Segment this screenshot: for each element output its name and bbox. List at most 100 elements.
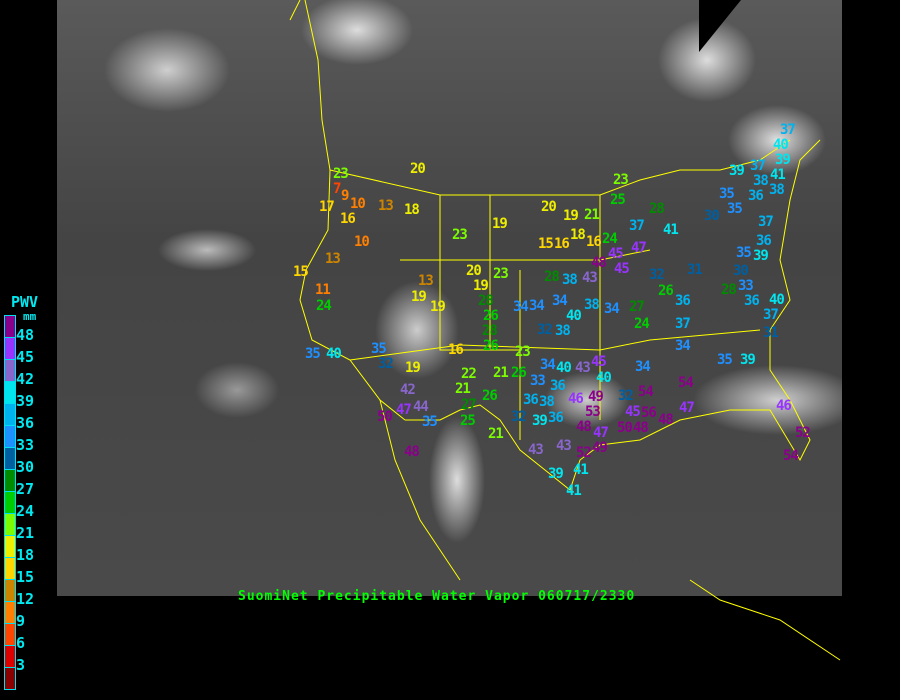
station-pwv-value: 54 [638, 384, 654, 400]
legend-swatch [5, 514, 15, 536]
station-pwv-value: 16 [554, 236, 570, 252]
legend-swatch [5, 580, 15, 602]
station-pwv-value: 27 [629, 299, 645, 315]
station-pwv-value: 34 [540, 357, 556, 373]
station-pwv-value: 21 [455, 381, 471, 397]
station-pwv-value: 33 [530, 373, 546, 389]
station-pwv-value: 35 [727, 201, 743, 217]
legend-swatch [5, 492, 15, 514]
station-pwv-value: 24 [634, 316, 650, 332]
station-pwv-value: 53 [585, 404, 601, 420]
legend-label: 39 [16, 392, 35, 410]
station-pwv-value: 23 [493, 266, 509, 282]
station-pwv-value: 39 [548, 466, 564, 482]
station-pwv-value: 42 [400, 382, 416, 398]
station-pwv-value: 48 [633, 420, 649, 436]
station-pwv-value: 35 [305, 346, 321, 362]
station-pwv-value: 38 [555, 323, 571, 339]
station-pwv-value: 9 [341, 188, 350, 204]
station-pwv-value: 36 [675, 293, 691, 309]
station-pwv-value: 38 [584, 297, 600, 313]
station-pwv-value: 49 [588, 389, 604, 405]
station-pwv-value: 40 [769, 292, 785, 308]
station-pwv-value: 45 [614, 261, 630, 277]
station-pwv-value: 16 [340, 211, 356, 227]
station-pwv-value: 23 [452, 227, 468, 243]
station-pwv-value: 40 [596, 370, 612, 386]
station-pwv-value: 34 [513, 299, 529, 315]
station-pwv-value: 30 [733, 263, 749, 279]
legend-label: 42 [16, 370, 35, 388]
station-pwv-value: 54 [783, 448, 799, 464]
station-pwv-value: 37 [763, 307, 779, 323]
station-pwv-value: 20 [541, 199, 557, 215]
legend-label: 21 [16, 524, 35, 542]
station-pwv-value: 23 [333, 166, 349, 182]
station-pwv-value: 37 [758, 214, 774, 230]
station-pwv-value: 43 [582, 270, 598, 286]
station-pwv-value: 13 [325, 251, 341, 267]
border-line [689, 579, 841, 661]
station-pwv-value: 30 [704, 208, 720, 224]
color-legend [4, 315, 16, 690]
station-pwv-value: 35 [736, 245, 752, 261]
station-pwv-value: 35 [719, 186, 735, 202]
legend-swatch [5, 470, 15, 492]
station-pwv-value: 39 [729, 163, 745, 179]
station-pwv-value: 35 [717, 352, 733, 368]
legend-label: 36 [16, 414, 35, 432]
station-pwv-value: 33 [738, 278, 754, 294]
station-pwv-value: 7 [333, 181, 342, 197]
station-pwv-value: 18 [404, 202, 420, 218]
station-pwv-value: 34 [604, 301, 620, 317]
station-pwv-value: 36 [548, 410, 564, 426]
station-pwv-value: 32 [649, 267, 665, 283]
station-pwv-value: 34 [552, 293, 568, 309]
station-pwv-value: 46 [776, 398, 792, 414]
station-pwv-value: 45 [625, 404, 641, 420]
station-pwv-value: 19 [411, 289, 427, 305]
station-pwv-value: 40 [326, 346, 342, 362]
border-line [289, 0, 301, 21]
station-pwv-value: 36 [523, 392, 539, 408]
station-pwv-value: 32 [537, 322, 553, 338]
station-pwv-value: 41 [770, 167, 786, 183]
station-pwv-value: 40 [773, 137, 789, 153]
station-pwv-value: 32 [378, 356, 394, 372]
station-pwv-value: 23 [613, 172, 629, 188]
station-pwv-value: 54 [678, 375, 694, 391]
station-pwv-value: 24 [316, 298, 332, 314]
station-pwv-value: 38 [539, 394, 555, 410]
station-pwv-value: 11 [315, 282, 331, 298]
station-pwv-value: 37 [675, 316, 691, 332]
legend-label: 15 [16, 568, 35, 586]
station-pwv-value: 19 [405, 360, 421, 376]
station-pwv-value: 39 [775, 152, 791, 168]
satellite-image [57, 0, 842, 596]
station-pwv-value: 24 [602, 231, 618, 247]
border-line [639, 139, 791, 181]
legend-swatch [5, 448, 15, 470]
station-pwv-value: 34 [675, 338, 691, 354]
station-pwv-value: 48 [591, 255, 607, 271]
station-pwv-value: 40 [566, 308, 582, 324]
station-pwv-value: 49 [592, 440, 608, 456]
border-line [439, 195, 520, 351]
legend-swatch [5, 668, 15, 689]
legend-swatch [5, 624, 15, 646]
legend-label: 30 [16, 458, 35, 476]
border-line [379, 399, 461, 581]
legend-swatch [5, 646, 15, 668]
station-pwv-value: 38 [769, 182, 785, 198]
station-pwv-value: 47 [679, 400, 695, 416]
station-pwv-value: 32 [618, 388, 634, 404]
station-pwv-value: 47 [396, 402, 412, 418]
station-pwv-value: 10 [350, 196, 366, 212]
station-pwv-value: 40 [556, 360, 572, 376]
station-pwv-value: 44 [413, 399, 429, 415]
legend-swatch [5, 558, 15, 580]
station-pwv-value: 45 [608, 246, 624, 262]
station-pwv-value: 43 [528, 442, 544, 458]
border-line [400, 249, 651, 261]
